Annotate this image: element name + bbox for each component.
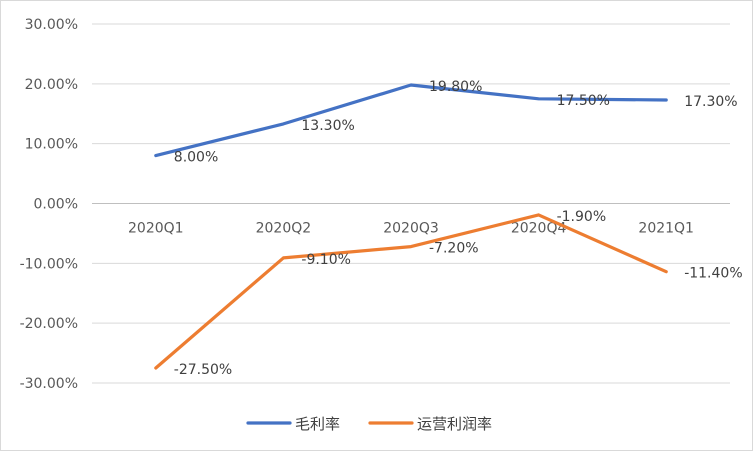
y-tick-label: 30.00% (25, 17, 78, 33)
data-label: 13.30% (301, 118, 354, 134)
x-axis-categories: 2020Q1 2020Q2 2020Q3 2020Q4 2021Q1 (128, 221, 694, 237)
y-axis-ticks: 30.00% 20.00% 10.00% 0.00% -10.00% -20.00% -30… (20, 17, 78, 392)
y-tick-label: 20.00% (25, 77, 78, 93)
data-label: -27.50% (174, 362, 232, 378)
series-line-1 (154, 83, 668, 158)
x-category-label: 2020Q3 (383, 221, 439, 237)
data-label: 17.30% (684, 94, 737, 110)
y-tick-label: -30.00% (20, 376, 78, 392)
data-labels: 8.00% 13.30% 19.80% 17.50% 17.30% -27.50% -9.1… (174, 79, 743, 378)
y-tick-label: -20.00% (20, 316, 78, 332)
data-label: 19.80% (429, 79, 482, 95)
x-category-label: 2020Q1 (128, 221, 184, 237)
data-label: 17.50% (557, 93, 610, 109)
legend: 毛利率 运营利润率 (246, 415, 492, 433)
gridlines (92, 23, 730, 384)
legend-label: 毛利率 (295, 415, 340, 433)
series-lines (154, 83, 668, 370)
data-label: -9.10% (301, 252, 351, 268)
x-category-label: 2020Q4 (511, 221, 567, 237)
x-category-label: 2021Q1 (638, 221, 694, 237)
data-label: -11.40% (684, 266, 742, 282)
data-label: 8.00% (174, 150, 218, 166)
y-tick-label: 10.00% (25, 137, 78, 153)
legend-label: 运营利润率 (417, 415, 492, 433)
data-label: -1.90% (557, 209, 607, 225)
y-tick-label: 0.00% (34, 197, 78, 213)
series-line-2 (154, 213, 668, 370)
y-tick-label: -10.00% (20, 256, 78, 272)
x-category-label: 2020Q2 (256, 221, 312, 237)
data-label: -7.20% (429, 241, 479, 257)
